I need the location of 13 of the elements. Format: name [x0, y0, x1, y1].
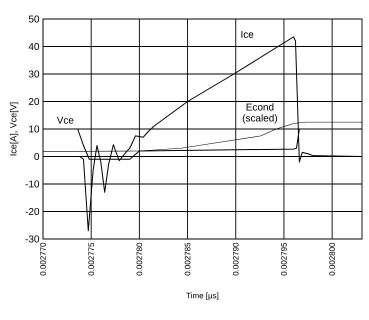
- y-tick-label: -30: [26, 235, 40, 243]
- y-tick-label: 50: [28, 15, 40, 23]
- text: Ice: [241, 30, 254, 38]
- y-tick-label: 30: [28, 70, 40, 78]
- series-label: Econd (scaled): [242, 103, 278, 124]
- y-axis-title: Ice[A], Vce[V]: [10, 102, 18, 156]
- y-tick-label: 20: [28, 98, 40, 106]
- y-tick-label: 10: [29, 125, 40, 133]
- y-tick-label: 40: [28, 42, 40, 50]
- series-label: Vce: [56, 116, 74, 124]
- y-tick-label: -10: [26, 180, 40, 188]
- y-tick-label: 0: [34, 152, 40, 160]
- y-tick-label: -20: [26, 208, 40, 216]
